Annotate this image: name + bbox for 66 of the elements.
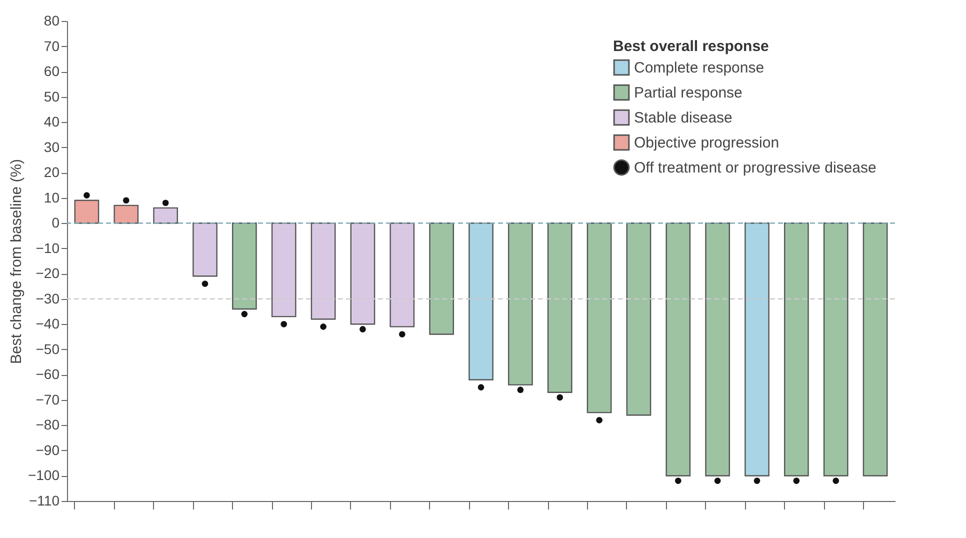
point (320, 324, 326, 330)
point (674, 478, 682, 484)
bar (508, 222, 533, 386)
y-tick-label: −80 (36, 416, 60, 433)
bar (350, 222, 376, 325)
bar (74, 200, 100, 224)
bar (468, 222, 494, 380)
point (596, 417, 602, 424)
y-tick-label: −90 (36, 442, 60, 458)
y-tick-label: 70 (44, 38, 60, 54)
y-tick-label: −10 (36, 240, 60, 256)
point (398, 331, 406, 338)
y-tick-label: 30 (44, 138, 60, 155)
point (478, 384, 484, 390)
legend-title: Best overall response (613, 38, 769, 55)
bar (784, 222, 809, 476)
y-tick-label: 0 (52, 214, 60, 231)
bar (310, 222, 336, 320)
legend-label: Off treatment or progressive disease (634, 160, 876, 176)
y-tick-label: −110 (29, 492, 60, 508)
point (122, 197, 130, 204)
legend-label: Objective progression (634, 134, 780, 152)
point (754, 478, 760, 484)
point (360, 326, 366, 332)
bar (626, 222, 652, 416)
y-tick-label: −50 (36, 340, 60, 357)
bar (429, 222, 454, 335)
y-tick-label: −100 (28, 467, 60, 484)
bar (390, 222, 415, 328)
bar (114, 204, 139, 224)
bar (705, 222, 730, 476)
point (84, 192, 90, 198)
y-tick-label: 40 (44, 114, 60, 130)
y-tick-label: −30 (36, 290, 60, 306)
y-axis-title: Best change from baseline (%) (8, 158, 25, 364)
legend-label: Partial response (634, 84, 742, 102)
bar (192, 222, 218, 277)
y-tick-label: 60 (44, 63, 60, 80)
point (714, 478, 721, 484)
y-tick-label: −20 (36, 265, 60, 282)
y-tick-label: 10 (44, 189, 60, 206)
bar (547, 222, 572, 393)
legend-label: Stable disease (634, 110, 732, 126)
bar (271, 222, 296, 318)
bar (823, 222, 848, 476)
y-tick-label: −60 (36, 366, 60, 382)
bar (666, 222, 691, 476)
y-tick-label: −40 (36, 316, 60, 332)
bar (862, 222, 888, 476)
bar (744, 222, 770, 476)
y-tick-label: −70 (36, 391, 60, 408)
bar (232, 222, 257, 310)
point (793, 478, 800, 484)
point (241, 310, 248, 318)
point (202, 280, 208, 287)
point (162, 200, 169, 206)
bar (153, 207, 178, 224)
point (556, 394, 564, 401)
y-tick-label: 20 (44, 164, 60, 180)
point (280, 321, 288, 328)
point (832, 478, 840, 484)
y-tick-label: 50 (44, 88, 60, 104)
y-tick-label: 80 (44, 12, 60, 28)
bar (586, 222, 612, 414)
legend-label: Complete response (634, 60, 764, 76)
point (517, 386, 524, 393)
